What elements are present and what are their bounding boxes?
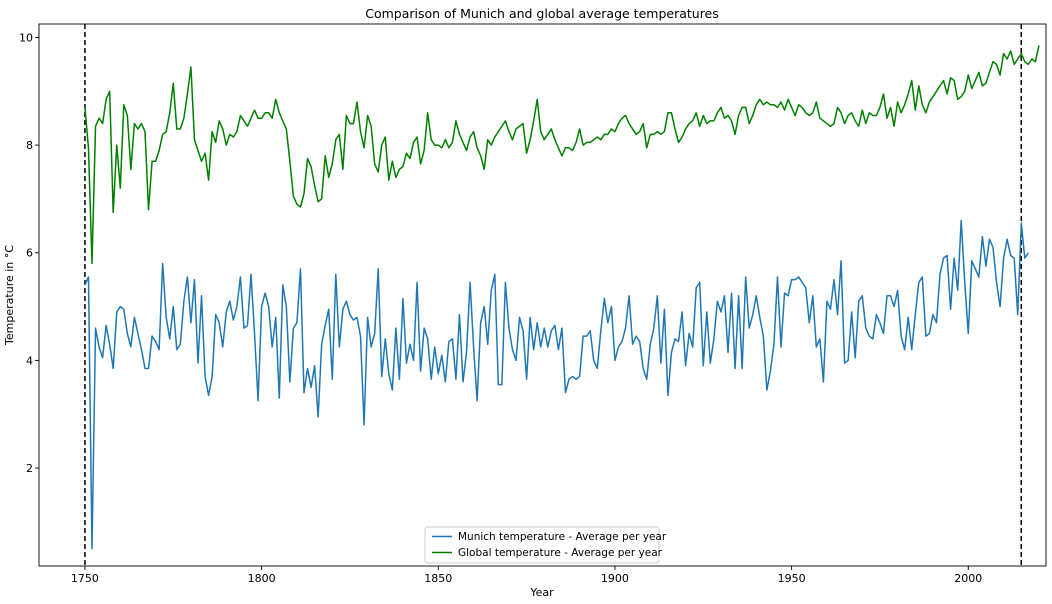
chart-title: Comparison of Munich and global average …	[365, 6, 719, 21]
legend-label-global: Global temperature - Average per year	[458, 547, 663, 559]
legend: Munich temperature - Average per year Gl…	[424, 526, 667, 564]
y-tick-label-2: 2	[26, 462, 33, 475]
y-axis-title: Temperature in °C	[3, 245, 16, 346]
y-tick-label-4: 4	[26, 354, 33, 367]
series-layer	[84, 45, 1040, 550]
x-tick-label-1850: 1850	[424, 572, 452, 585]
x-tick-label-2000: 2000	[954, 572, 982, 585]
y-tick-label-10: 10	[19, 31, 33, 44]
y-tick-label-6: 6	[26, 247, 33, 260]
y-tick-label-8: 8	[26, 139, 33, 152]
y-axis: 2 4 6 8 10	[19, 31, 39, 475]
legend-label-munich: Munich temperature - Average per year	[458, 531, 667, 543]
x-tick-label-1750: 1750	[71, 572, 99, 585]
legend-box	[424, 526, 660, 564]
plot-frame	[38, 23, 1047, 567]
series-line-global	[84, 45, 1040, 265]
x-axis: 1750 1800 1850 1900 1950 2000	[71, 566, 982, 585]
x-tick-label-1950: 1950	[778, 572, 806, 585]
x-tick-label-1900: 1900	[601, 572, 629, 585]
x-tick-label-1800: 1800	[248, 572, 276, 585]
x-axis-title: Year	[529, 586, 554, 599]
series-line-munich	[84, 219, 1029, 550]
